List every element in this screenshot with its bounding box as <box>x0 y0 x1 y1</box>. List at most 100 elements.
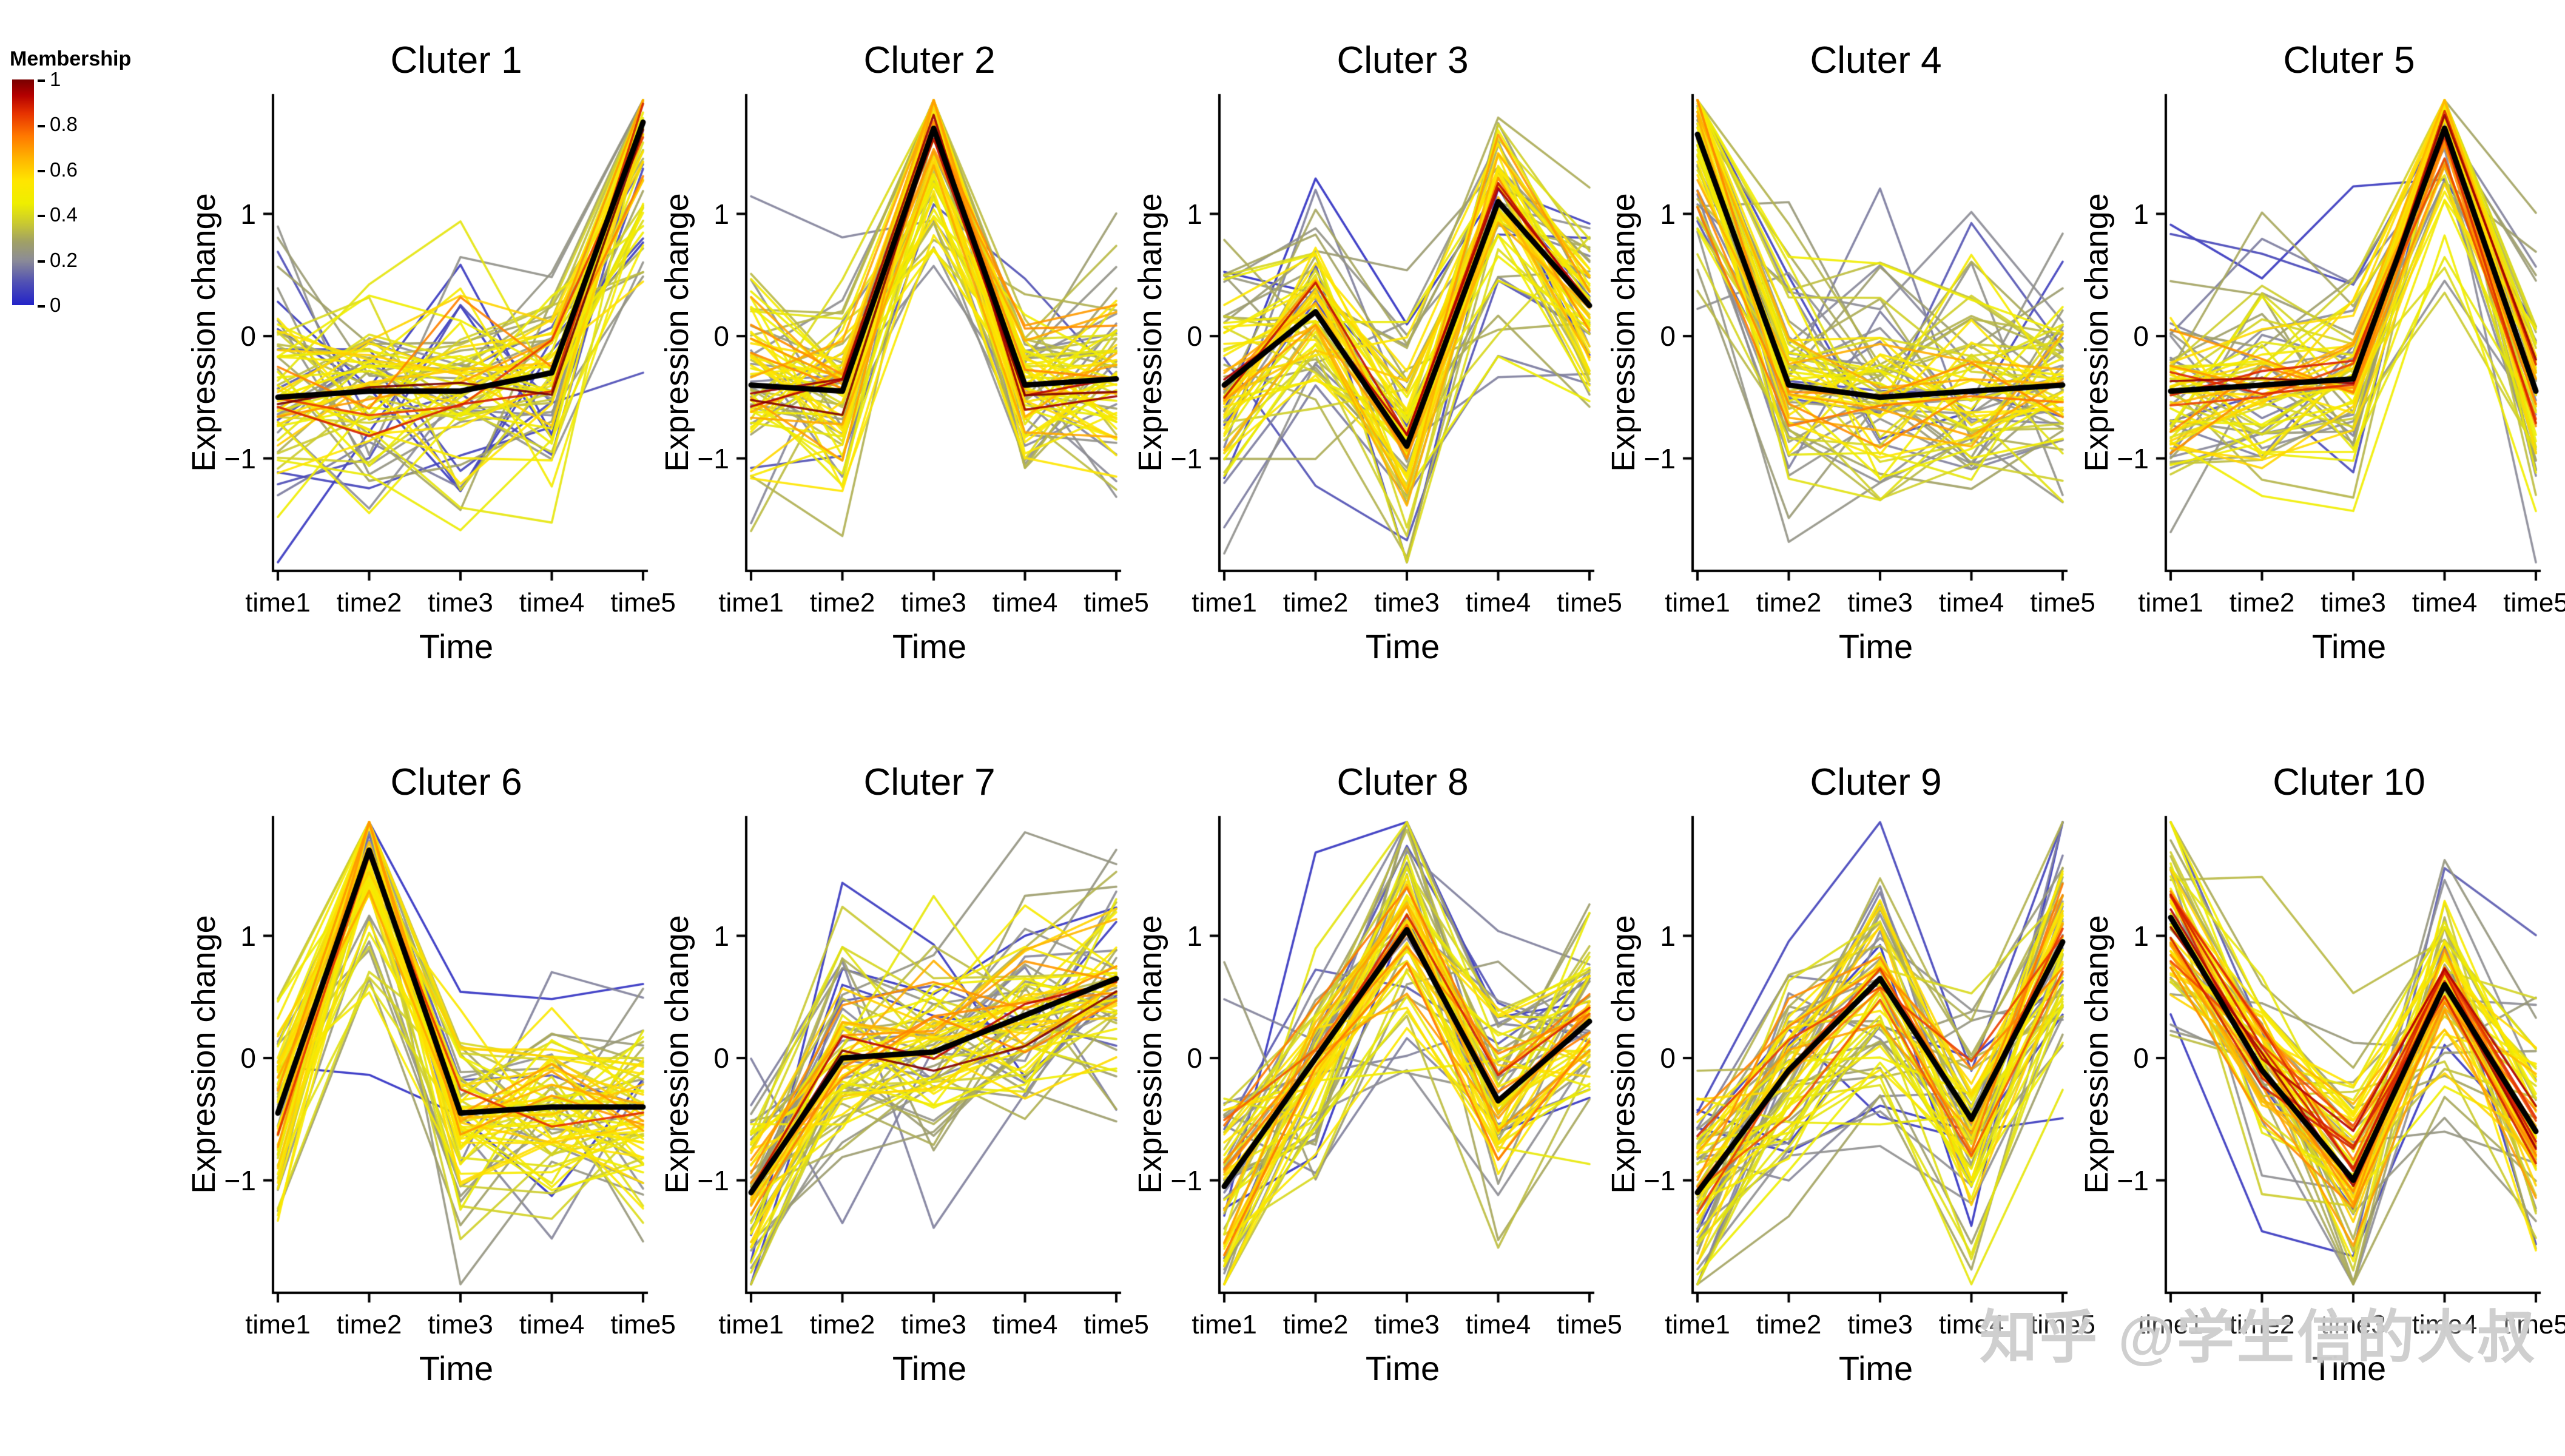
x-tick-label: time3 <box>428 588 493 618</box>
x-tick-label: time5 <box>1084 1310 1149 1340</box>
x-tick-label: time3 <box>1374 1310 1440 1340</box>
x-axis-label: Time <box>892 1349 967 1387</box>
y-tick-label: 1 <box>1660 920 1676 952</box>
y-tick-label: 0 <box>1660 320 1676 352</box>
legend-tick-label: 0.4 <box>38 204 78 225</box>
x-tick-label: time3 <box>428 1310 493 1340</box>
legend-title: Membership <box>10 47 132 70</box>
y-tick-label: 0 <box>240 1042 256 1074</box>
cluster-lines-canvas <box>734 88 1125 585</box>
plot-body: Expression change Time −1 0 1 time1 time2 tim… <box>1602 810 2095 1389</box>
x-tick-label: time4 <box>1938 1310 2004 1340</box>
plots-grid: Cluter 1 Expression change Time −1 0 1 time… <box>182 36 2565 1389</box>
x-tick-label: time5 <box>610 1310 676 1340</box>
x-tick-label: time3 <box>2321 588 2386 618</box>
cluster-title: Cluter 7 <box>863 761 996 803</box>
cluster-plot-cell: Cluter 9 Expression change Time −1 0 1 time… <box>1602 758 2095 1389</box>
legend-tick-label: 0.2 <box>38 249 78 271</box>
y-tick-label: 0 <box>2133 1042 2149 1074</box>
cluster-plot-cell: Cluter 2 Expression change Time −1 0 1 time… <box>655 36 1149 667</box>
x-tick-label: time2 <box>1756 588 1822 618</box>
x-tick-label: time4 <box>519 588 585 618</box>
y-tick-label: 1 <box>1187 920 1202 952</box>
plot-body: Expression change Time −1 0 1 time1 time2 tim… <box>655 810 1149 1389</box>
x-axis-label: Time <box>1838 1349 1913 1387</box>
y-tick-label: −1 <box>1170 1164 1202 1196</box>
y-tick-label: −1 <box>2117 442 2149 474</box>
x-tick-label: time1 <box>718 1310 784 1340</box>
x-tick-label: time1 <box>2138 1310 2203 1340</box>
legend-colorbar-body: 1 0.8 0.6 0.4 0.2 0 <box>10 69 167 315</box>
x-tick-label: time1 <box>1191 588 1257 618</box>
legend-tick-label: 0.6 <box>38 159 78 180</box>
membership-legend: Membership 1 0.8 0.6 0.4 0.2 0 <box>10 47 167 315</box>
x-tick-label: time4 <box>1938 588 2004 618</box>
x-axis-label: Time <box>419 627 494 666</box>
y-tick-label: 1 <box>2133 920 2149 952</box>
plot-body: Expression change Time −1 0 1 time1 time2 tim… <box>2075 88 2565 667</box>
y-tick-label: 0 <box>713 1042 729 1074</box>
legend-tick-label: 1 <box>38 69 61 90</box>
x-axis-label: Time <box>2311 627 2387 666</box>
cluster-lines-canvas <box>1207 88 1598 585</box>
x-tick-label: time5 <box>1557 1310 1622 1340</box>
y-tick-label: 1 <box>2133 198 2149 230</box>
cluster-plot-cell: Cluter 1 Expression change Time −1 0 1 time… <box>182 36 676 667</box>
cluster-title: Cluter 3 <box>1336 39 1469 81</box>
x-tick-label: time4 <box>1465 1310 1531 1340</box>
plot-body: Expression change Time −1 0 1 time1 time2 tim… <box>1128 810 1622 1389</box>
x-tick-label: time5 <box>610 588 676 618</box>
x-tick-label: time3 <box>1847 1310 1913 1340</box>
x-tick-label: time1 <box>245 588 311 618</box>
y-tick-label: −1 <box>1643 1164 1676 1196</box>
x-tick-label: time1 <box>245 1310 311 1340</box>
cluster-title: Cluter 8 <box>1336 761 1469 803</box>
plot-body: Expression change Time −1 0 1 time1 time2 tim… <box>1602 88 2095 667</box>
cluster-lines-canvas <box>2154 88 2544 585</box>
y-tick-label: −1 <box>697 1164 729 1196</box>
x-tick-label: time4 <box>992 1310 1058 1340</box>
x-tick-label: time2 <box>336 588 402 618</box>
cluster-title: Cluter 10 <box>2273 761 2425 803</box>
membership-colorbar <box>12 79 34 305</box>
plot-body: Expression change Time −1 0 1 time1 time2 tim… <box>655 88 1149 667</box>
y-tick-label: 1 <box>240 198 256 230</box>
x-tick-label: time5 <box>2503 588 2565 618</box>
y-tick-label: −1 <box>697 442 729 474</box>
cluster-title: Cluter 1 <box>390 39 522 81</box>
x-tick-label: time5 <box>1084 588 1149 618</box>
x-tick-label: time4 <box>992 588 1058 618</box>
cluster-title: Cluter 9 <box>1810 761 1942 803</box>
x-tick-label: time5 <box>2030 1310 2095 1340</box>
y-tick-label: −1 <box>2117 1164 2149 1196</box>
cluster-plot-cell: Cluter 3 Expression change Time −1 0 1 time… <box>1128 36 1622 667</box>
cluster-lines-canvas <box>734 810 1125 1307</box>
y-tick-label: −1 <box>1170 442 1202 474</box>
y-tick-label: 1 <box>240 920 256 952</box>
x-tick-label: time1 <box>718 588 784 618</box>
x-axis-label: Time <box>1838 627 1913 666</box>
plot-body: Expression change Time −1 0 1 time1 time2 tim… <box>182 88 676 667</box>
y-tick-label: 0 <box>2133 320 2149 352</box>
cluster-title: Cluter 2 <box>863 39 996 81</box>
plot-body: Expression change Time −1 0 1 time1 time2 tim… <box>182 810 676 1389</box>
cluster-plot-cell: Cluter 10 Expression change Time −1 0 1 tim… <box>2075 758 2565 1389</box>
plot-body: Expression change Time −1 0 1 time1 time2 tim… <box>1128 88 1622 667</box>
x-axis-label: Time <box>1365 1349 1440 1387</box>
x-tick-label: time2 <box>336 1310 402 1340</box>
cluster-title: Cluter 4 <box>1810 39 1942 81</box>
legend-tick-label: 0.8 <box>38 114 78 135</box>
cluster-lines-canvas <box>1207 810 1598 1307</box>
x-tick-label: time2 <box>809 588 875 618</box>
cluster-plot-cell: Cluter 5 Expression change Time −1 0 1 time… <box>2075 36 2565 667</box>
x-tick-label: time5 <box>2030 588 2095 618</box>
cluster-plot-cell: Cluter 6 Expression change Time −1 0 1 time… <box>182 758 676 1389</box>
x-tick-label: time1 <box>1665 1310 1730 1340</box>
x-tick-label: time3 <box>901 1310 966 1340</box>
x-tick-label: time1 <box>1191 1310 1257 1340</box>
y-tick-label: 1 <box>1660 198 1676 230</box>
cluster-lines-canvas <box>261 810 652 1307</box>
x-tick-label: time4 <box>1465 588 1531 618</box>
y-tick-label: −1 <box>224 442 256 474</box>
y-tick-label: −1 <box>1643 442 1676 474</box>
